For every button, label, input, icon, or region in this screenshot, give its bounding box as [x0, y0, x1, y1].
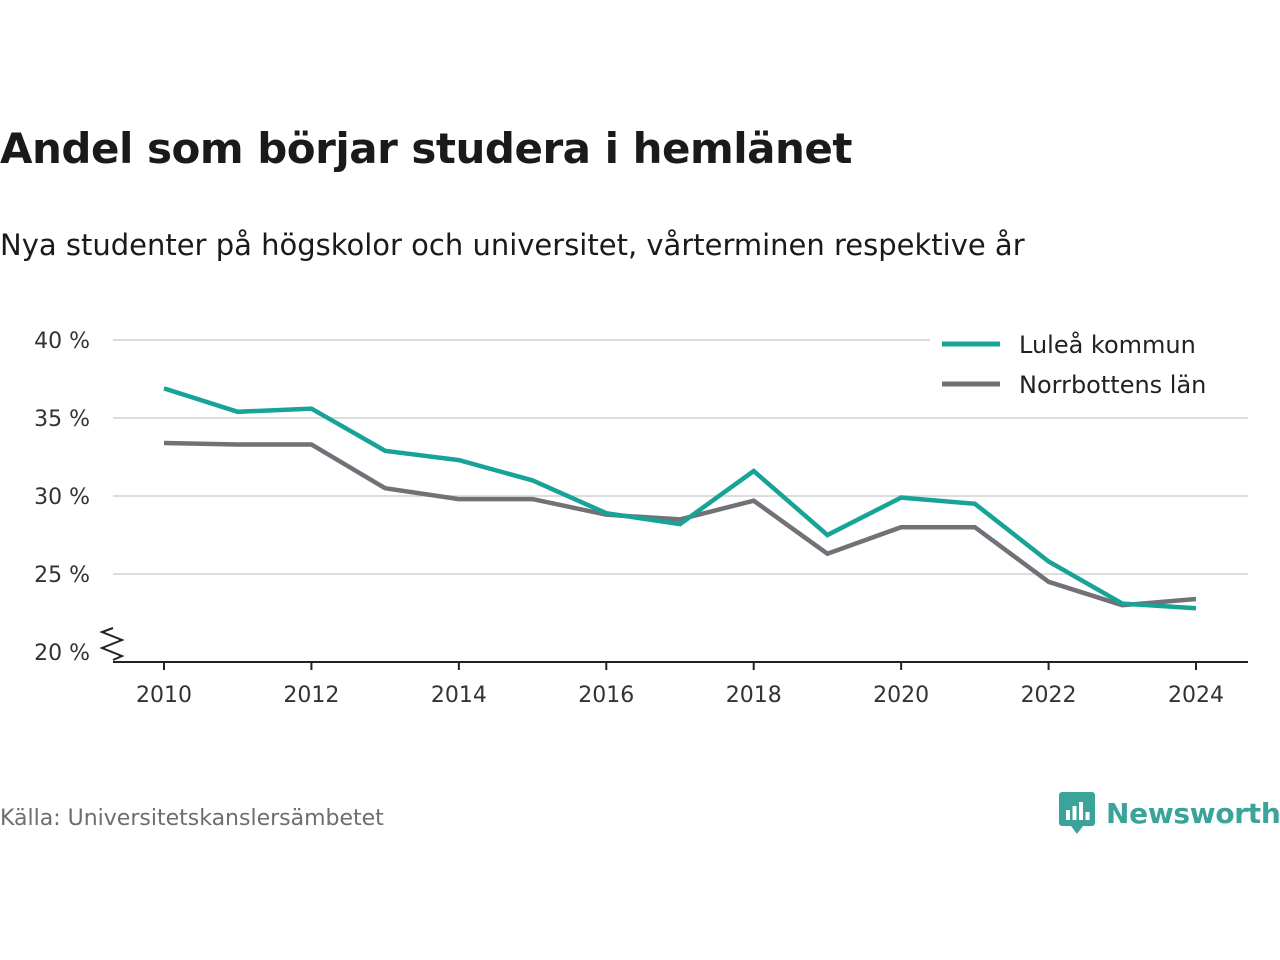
y-tick-label: 40 %	[34, 329, 90, 354]
line-chart: 20 % 25 % 30 % 35 % 40 % 2010 2012 2014 2016 2018…	[34, 326, 1248, 708]
x-tick-label: 2012	[283, 683, 339, 708]
x-tick-label: 2022	[1021, 683, 1077, 708]
x-tick-label: 2024	[1168, 683, 1224, 708]
x-tick-label: 2020	[873, 683, 929, 708]
source-note: Källa: Universitetskanslersämbetet	[0, 806, 384, 831]
chart-subtitle: Nya studenter på högskolor och universit…	[0, 228, 1025, 262]
chart-title: Andel som börjar studera i hemlänet	[0, 124, 853, 173]
y-tick-label: 20 %	[34, 641, 90, 666]
x-tick-label: 2018	[726, 683, 782, 708]
y-axis-break-icon	[99, 627, 125, 661]
series-lines	[163, 386, 1197, 611]
legend-label: Luleå kommun	[1019, 330, 1196, 359]
brand-logo: Newsworthy	[1058, 790, 1280, 836]
legend-label: Norrbottens län	[1019, 371, 1206, 399]
brand-name: Newsworthy	[1106, 796, 1280, 830]
y-tick-label: 25 %	[34, 563, 90, 588]
series-line	[163, 440, 1197, 608]
series-line	[163, 386, 1197, 611]
x-tick-label: 2014	[431, 683, 487, 708]
y-tick-label: 30 %	[34, 485, 90, 510]
legend: Luleå kommun Norrbottens län	[930, 326, 1248, 402]
newsworthy-logo-icon	[1059, 792, 1095, 834]
x-tick-label: 2010	[136, 683, 192, 708]
x-tick-label: 2016	[578, 683, 634, 708]
y-tick-label: 35 %	[34, 407, 90, 432]
axes: 20 % 25 % 30 % 35 % 40 % 2010 2012 2014 2016 2018…	[34, 329, 1248, 708]
